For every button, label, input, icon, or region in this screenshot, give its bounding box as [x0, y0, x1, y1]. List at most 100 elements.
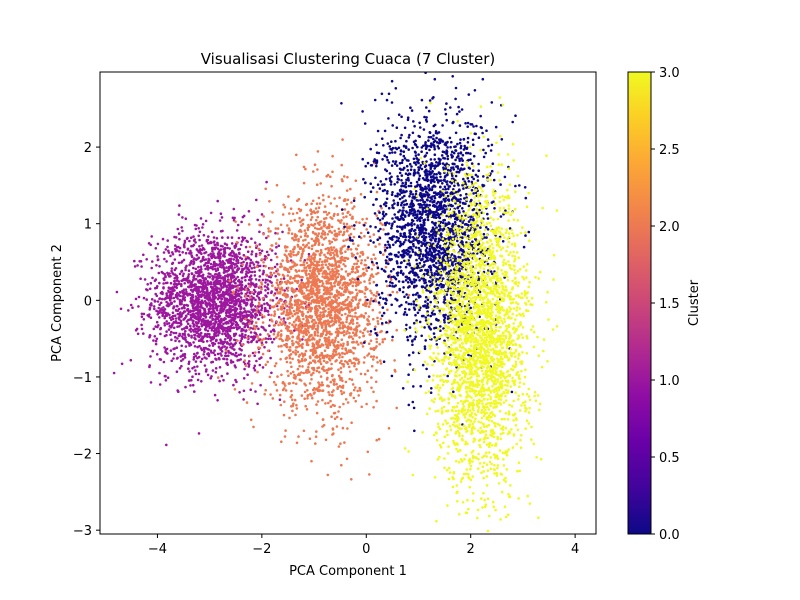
data-point: [312, 276, 315, 280]
data-point: [210, 230, 214, 234]
data-point: [251, 310, 255, 313]
data-point: [209, 285, 213, 289]
data-point: [328, 296, 332, 299]
data-point: [214, 357, 217, 361]
data-point: [218, 256, 222, 260]
data-point: [288, 266, 292, 269]
data-point: [212, 298, 215, 302]
data-point: [335, 204, 339, 208]
data-point: [200, 252, 203, 256]
data-point: [192, 235, 195, 238]
data-point: [318, 291, 321, 294]
data-point: [217, 276, 221, 280]
data-point: [246, 291, 249, 294]
data-point: [228, 261, 232, 265]
data-point: [227, 334, 231, 337]
data-point: [173, 258, 177, 261]
data-point: [301, 292, 304, 296]
data-point: [324, 336, 327, 340]
data-point: [212, 351, 215, 355]
data-point: [315, 249, 318, 253]
data-point: [242, 300, 245, 303]
data-point: [170, 338, 173, 342]
data-point: [320, 264, 323, 267]
data-point: [327, 313, 331, 316]
data-point: [142, 312, 146, 316]
data-point: [231, 284, 234, 287]
data-point: [217, 273, 221, 276]
data-point: [168, 313, 171, 317]
data-point: [172, 321, 176, 324]
data-point: [344, 270, 348, 273]
data-point: [274, 383, 278, 387]
data-point: [258, 253, 262, 257]
data-point: [153, 307, 156, 311]
data-point: [304, 328, 308, 331]
data-point: [206, 312, 210, 316]
data-point: [317, 300, 320, 303]
data-point: [188, 370, 191, 373]
data-point: [267, 230, 271, 233]
data-point: [300, 278, 304, 282]
data-point: [213, 393, 217, 397]
data-point: [389, 320, 392, 323]
data-point: [267, 227, 270, 230]
data-point: [386, 284, 389, 288]
data-point: [234, 314, 237, 317]
data-point: [376, 322, 380, 326]
data-point: [295, 403, 298, 407]
data-point: [233, 285, 237, 288]
data-point: [212, 329, 216, 333]
data-point: [303, 390, 307, 394]
data-point: [358, 290, 362, 294]
data-point: [185, 293, 189, 296]
data-point: [189, 384, 192, 387]
data-point: [334, 278, 338, 282]
data-point: [318, 338, 322, 342]
data-point: [333, 274, 337, 277]
data-point: [316, 168, 319, 171]
data-point: [190, 334, 193, 338]
data-point: [316, 210, 320, 213]
data-point: [363, 273, 367, 276]
data-point: [282, 275, 286, 278]
data-point: [161, 237, 165, 241]
data-point: [249, 331, 253, 334]
data-point: [367, 315, 371, 318]
data-point: [402, 286, 405, 289]
data-point: [351, 331, 355, 335]
data-point: [429, 290, 433, 294]
data-point: [228, 247, 231, 250]
data-point: [286, 369, 289, 373]
data-point: [192, 276, 195, 280]
data-point: [326, 247, 330, 250]
data-point: [211, 277, 214, 281]
data-point: [250, 322, 253, 325]
data-point: [323, 349, 327, 353]
data-point: [288, 322, 291, 325]
data-point: [359, 274, 363, 278]
data-point: [363, 356, 366, 359]
data-point: [411, 339, 414, 342]
data-point: [326, 376, 329, 380]
data-point: [204, 283, 208, 287]
data-point: [348, 234, 351, 237]
data-point: [317, 196, 321, 200]
data-point: [238, 283, 241, 287]
data-point: [321, 194, 325, 197]
data-point: [310, 338, 314, 341]
data-point: [287, 253, 291, 256]
data-point: [200, 244, 204, 247]
data-point: [151, 349, 154, 353]
data-point: [256, 218, 260, 222]
data-point: [139, 260, 143, 263]
data-point: [351, 322, 355, 325]
data-point: [285, 304, 288, 308]
data-point: [299, 379, 303, 382]
data-point: [279, 357, 282, 361]
data-point: [275, 336, 278, 339]
data-point: [197, 227, 200, 230]
data-point: [262, 337, 266, 341]
data-point: [325, 287, 329, 291]
data-point: [155, 294, 159, 298]
